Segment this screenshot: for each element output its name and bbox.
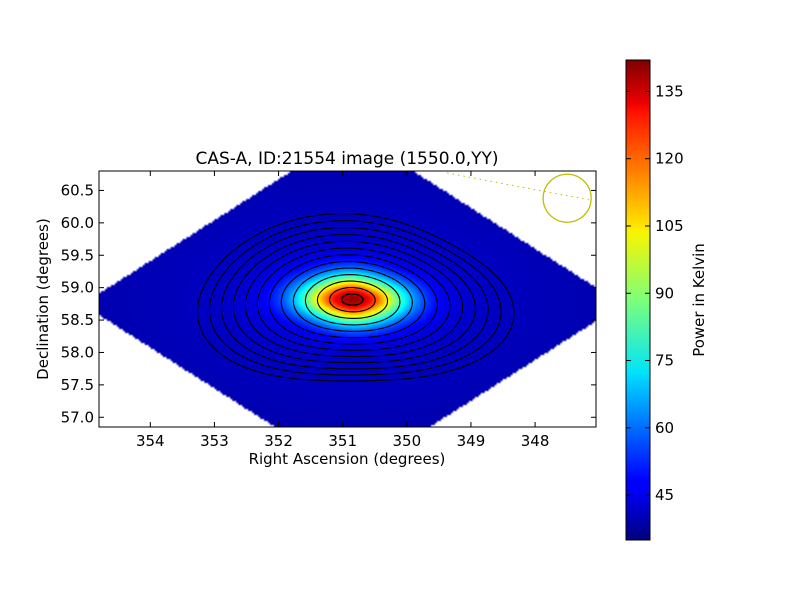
y-tick-label: 60.5 [61, 181, 94, 199]
colorbar-tick-label: 45 [655, 486, 674, 504]
contour-line [232, 233, 477, 364]
contour-line [244, 240, 464, 358]
contour-line [292, 267, 413, 332]
contour-line [196, 213, 515, 382]
contour-line [329, 286, 376, 313]
x-tick-label: 349 [457, 432, 486, 450]
x-axis-ticks: 354 353 352 351 350 349 348 [136, 171, 549, 450]
y-tick-label: 57.0 [61, 408, 94, 426]
colorbar-ticks: 45 60 75 90 105 120 135 [626, 82, 684, 504]
contour-line [280, 260, 426, 339]
colorbar-tick-label: 135 [655, 82, 684, 100]
colorbar-tick-label: 120 [655, 150, 684, 168]
contour-line [340, 293, 364, 306]
plot-area [99, 171, 596, 427]
beam-marker [542, 173, 592, 223]
colorbar [626, 60, 650, 540]
contour-line [220, 227, 489, 370]
colorbar-tick-label: 90 [655, 284, 674, 302]
plot-frame [98, 170, 597, 428]
contour-line [316, 280, 389, 319]
y-tick-label: 59.5 [61, 246, 94, 264]
x-tick-label: 354 [136, 432, 165, 450]
contour-group [196, 213, 515, 382]
colorbar-tick-label: 75 [655, 352, 674, 370]
colorbar-frame [625, 59, 651, 541]
y-tick-label: 58.5 [61, 311, 94, 329]
y-axis-label: Declination (degrees) [34, 218, 52, 380]
chart-title: CAS-A, ID:21554 image (1550.0,YY) [195, 149, 498, 169]
x-tick-label: 352 [264, 432, 293, 450]
y-tick-label: 58.0 [61, 343, 94, 361]
contour-line [304, 274, 401, 326]
x-tick-label: 348 [521, 432, 550, 450]
contour-line [256, 247, 451, 351]
colorbar-tick-label: 60 [655, 419, 674, 437]
x-tick-label: 351 [328, 432, 357, 450]
colorbar-label: Power in Kelvin [690, 243, 708, 357]
y-tick-label: 59.0 [61, 279, 94, 297]
colorbar-tick-label: 105 [655, 217, 684, 235]
y-axis-ticks: 57.0 57.5 58.0 58.5 59.0 59.5 60.0 60.5 [61, 181, 596, 426]
contour-line [208, 220, 502, 376]
x-tick-label: 350 [392, 432, 421, 450]
y-tick-label: 60.0 [61, 214, 94, 232]
y-tick-label: 57.5 [61, 376, 94, 394]
x-axis-label: Right Ascension (degrees) [249, 450, 446, 468]
x-tick-label: 353 [200, 432, 229, 450]
heatmap-image [99, 171, 596, 427]
contour-line [268, 254, 438, 345]
beam-pointer-line [447, 172, 592, 201]
